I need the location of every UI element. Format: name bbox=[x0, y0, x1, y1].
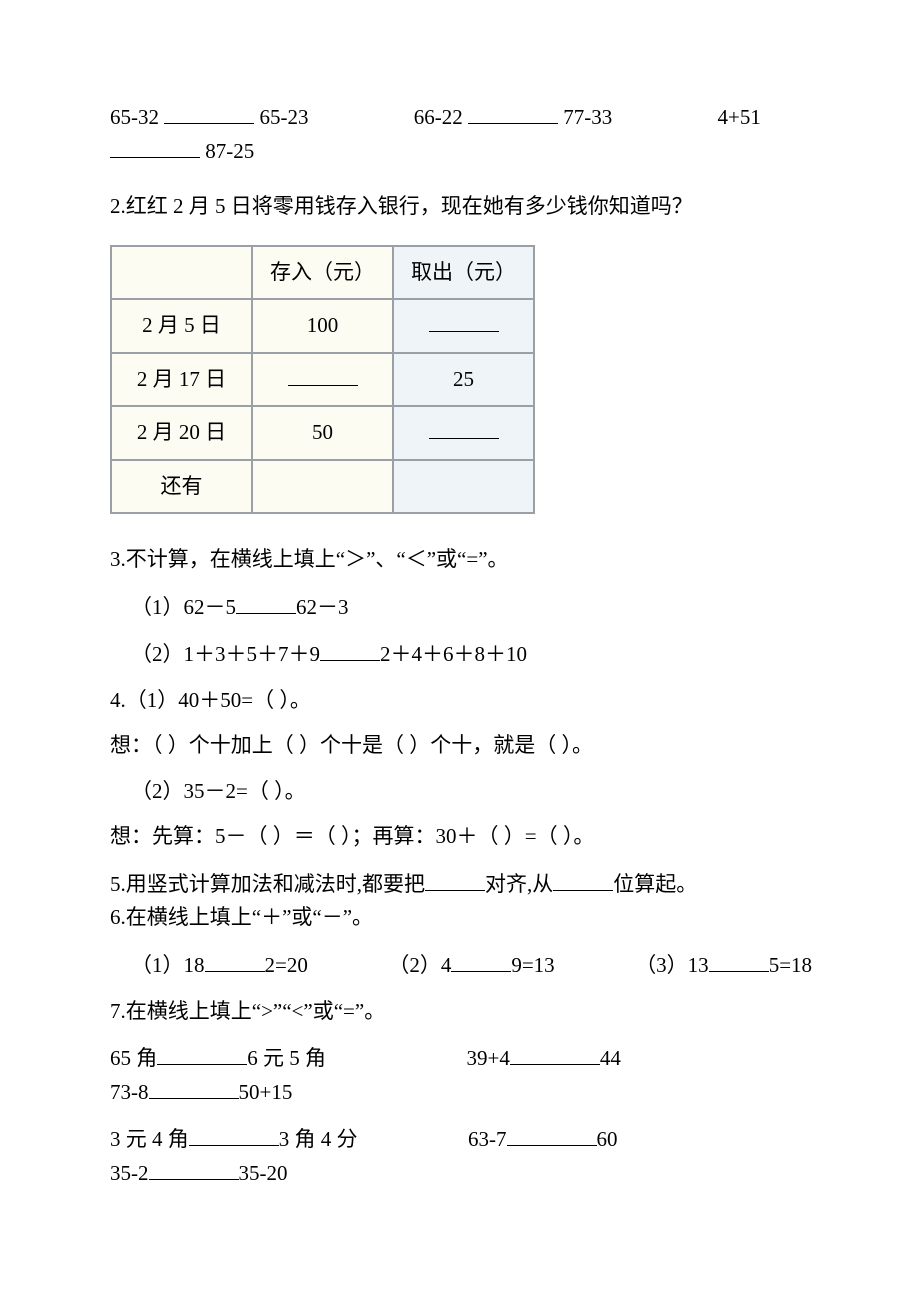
q7-r2-a-right: 3 角 4 分 bbox=[279, 1127, 358, 1151]
cell-date: 2 月 17 日 bbox=[111, 353, 252, 407]
q7-r1-c-right: 50+15 bbox=[239, 1080, 293, 1104]
q7-r2-b-right: 60 bbox=[597, 1127, 618, 1151]
q7-prompt: 7.在横线上填上“>”“<”或“=”。 bbox=[110, 996, 830, 1028]
cell-date: 2 月 20 日 bbox=[111, 406, 252, 460]
q7-r1-a-right: 6 元 5 角 bbox=[247, 1046, 326, 1070]
table-row-total: 还有 bbox=[111, 460, 534, 514]
q4-line2: 想：（ ）个十加上（ ）个十是（ ）个十，就是（ ）。 bbox=[110, 730, 830, 762]
q7-r2-a-left: 3 元 4 角 bbox=[110, 1127, 189, 1151]
q6-prompt: 6.在横线上填上“＋”或“－”。 bbox=[110, 902, 830, 934]
q3-sub1-left: 62－5 bbox=[184, 595, 237, 619]
q5-blank-1[interactable] bbox=[425, 867, 485, 891]
q3-prompt: 不计算，在横线上填上“＞”、“＜”或“=”。 bbox=[126, 547, 509, 571]
q6-s1b: 2=20 bbox=[265, 953, 308, 977]
cell-deposit-blank[interactable] bbox=[252, 353, 393, 407]
header-withdraw: 取出（元） bbox=[393, 246, 534, 300]
q6-s3a: （3）13 bbox=[635, 953, 709, 977]
q7-r2-c-blank[interactable] bbox=[149, 1156, 239, 1180]
q7-r2-a-blank[interactable] bbox=[189, 1122, 279, 1146]
q7-r1-b-left: 39+4 bbox=[467, 1046, 510, 1070]
table-row: 2 月 5 日 100 bbox=[111, 299, 534, 353]
q1-blank-2[interactable] bbox=[468, 100, 558, 124]
q1-item-1-right: 65-23 bbox=[260, 102, 309, 134]
q3-sub2-blank[interactable] bbox=[320, 637, 380, 661]
header-deposit: 存入（元） bbox=[252, 246, 393, 300]
q1-comparisons: 65-32 65-23 66-22 77-33 4+51 87-25 bbox=[110, 100, 830, 167]
q3-sub2-label: （2） bbox=[131, 642, 184, 666]
q3-sub2-right: 2＋4＋6＋8＋10 bbox=[380, 642, 527, 666]
q2-bank-table: 存入（元） 取出（元） 2 月 5 日 100 2 月 17 日 25 2 月 … bbox=[110, 245, 535, 515]
q6-s2a: （2）4 bbox=[388, 953, 451, 977]
q5-mid: 对齐,从 bbox=[485, 872, 553, 896]
q7-r2-c-left: 35-2 bbox=[110, 1161, 149, 1185]
cell-date: 2 月 5 日 bbox=[111, 299, 252, 353]
q1-blank-1[interactable] bbox=[164, 100, 254, 124]
q6-s3b: 5=18 bbox=[769, 953, 812, 977]
q1-item-1-left: 65-32 bbox=[110, 102, 159, 134]
q3-number: 3. bbox=[110, 547, 126, 571]
q2-prompt: 红红 2 月 5 日将零用钱存入银行，现在她有多少钱你知道吗？ bbox=[126, 194, 693, 218]
q6-items: （1）18 2=20 （2）4 9=13 （3）13 5=18 bbox=[110, 948, 830, 982]
header-date bbox=[111, 246, 252, 300]
cell-withdraw-blank[interactable] bbox=[393, 460, 534, 514]
q7-r2-b-left: 63-7 bbox=[468, 1127, 507, 1151]
q2-prompt-line: 2.红红 2 月 5 日将零用钱存入银行，现在她有多少钱你知道吗？ bbox=[110, 191, 830, 223]
q4-line3: （2）35－2=（ ）。 bbox=[110, 776, 830, 808]
q1-item-2-right: 77-33 bbox=[563, 102, 612, 134]
q1-item-2-left: 66-22 bbox=[414, 102, 463, 134]
q6-s3-blank[interactable] bbox=[709, 948, 769, 972]
cell-withdraw-blank[interactable] bbox=[393, 406, 534, 460]
q7-row1: 65 角 6 元 5 角 39+4 44 73-8 50+15 bbox=[110, 1041, 830, 1108]
q6-s1-blank[interactable] bbox=[205, 948, 265, 972]
q7-r1-b-blank[interactable] bbox=[510, 1041, 600, 1065]
q3-sub2-left: 1＋3＋5＋7＋9 bbox=[184, 642, 321, 666]
cell-withdraw-blank[interactable] bbox=[393, 299, 534, 353]
q7-r1-b-right: 44 bbox=[600, 1046, 621, 1070]
q6-s2-blank[interactable] bbox=[451, 948, 511, 972]
q3-sub1-blank[interactable] bbox=[236, 590, 296, 614]
q7-r1-a-left: 65 角 bbox=[110, 1046, 157, 1070]
q6-s2b: 9=13 bbox=[511, 953, 554, 977]
q3-sub1-label: （1） bbox=[131, 595, 184, 619]
table-row: 2 月 17 日 25 bbox=[111, 353, 534, 407]
q5-prefix: 5.用竖式计算加法和减法时,都要把 bbox=[110, 872, 425, 896]
q7-row2: 3 元 4 角 3 角 4 分 63-7 60 35-2 35-20 bbox=[110, 1122, 830, 1189]
q5-blank-2[interactable] bbox=[553, 867, 613, 891]
q7-r2-b-blank[interactable] bbox=[507, 1122, 597, 1146]
q3-sub1: （1）62－5 62－3 bbox=[110, 590, 830, 624]
q2-number: 2. bbox=[110, 194, 126, 218]
worksheet-page: 65-32 65-23 66-22 77-33 4+51 87-25 2.红红 … bbox=[0, 0, 920, 1303]
cell-deposit: 50 bbox=[252, 406, 393, 460]
table-row: 2 月 20 日 50 bbox=[111, 406, 534, 460]
cell-deposit-blank[interactable] bbox=[252, 460, 393, 514]
q3-sub2: （2）1＋3＋5＋7＋9 2＋4＋6＋8＋10 bbox=[110, 637, 830, 671]
cell-deposit: 100 bbox=[252, 299, 393, 353]
q1-item-3-right: 87-25 bbox=[205, 136, 254, 168]
q3-sub1-right: 62－3 bbox=[296, 595, 349, 619]
cell-withdraw: 25 bbox=[393, 353, 534, 407]
q3-prompt-line: 3.不计算，在横线上填上“＞”、“＜”或“=”。 bbox=[110, 544, 830, 576]
q5-suffix: 位算起。 bbox=[613, 872, 697, 896]
q1-item-3-left: 4+51 bbox=[718, 102, 761, 134]
q6-s1a: （1）18 bbox=[131, 953, 205, 977]
q4-line4: 想：先算：5－（ ）＝（ ）；再算：30＋（ ）=（ ）。 bbox=[110, 821, 830, 853]
q1-blank-3[interactable] bbox=[110, 134, 200, 158]
q7-r1-c-blank[interactable] bbox=[149, 1075, 239, 1099]
q7-r1-c-left: 73-8 bbox=[110, 1080, 149, 1104]
q5-line: 5.用竖式计算加法和减法时,都要把 对齐,从 位算起。 bbox=[110, 867, 830, 901]
q7-r2-c-right: 35-20 bbox=[239, 1161, 288, 1185]
cell-date: 还有 bbox=[111, 460, 252, 514]
q7-r1-a-blank[interactable] bbox=[157, 1041, 247, 1065]
q4-line1: 4.（1）40＋50=（ ）。 bbox=[110, 685, 830, 717]
table-header-row: 存入（元） 取出（元） bbox=[111, 246, 534, 300]
